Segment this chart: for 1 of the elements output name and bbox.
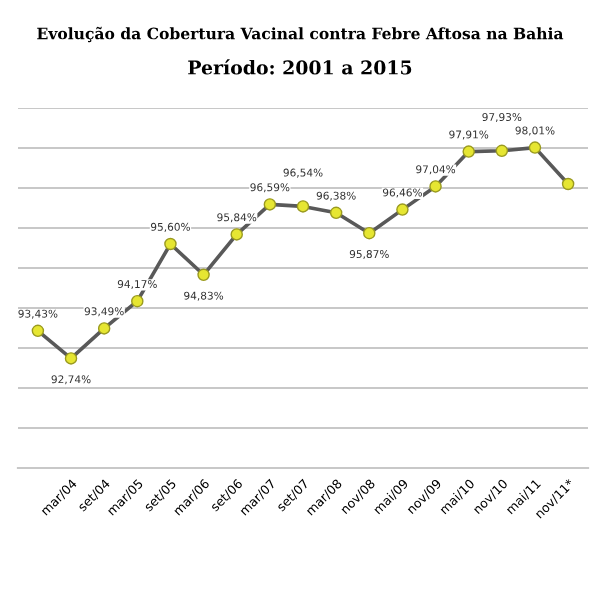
- chart-subtitle: Período: 2001 a 2015: [188, 59, 412, 75]
